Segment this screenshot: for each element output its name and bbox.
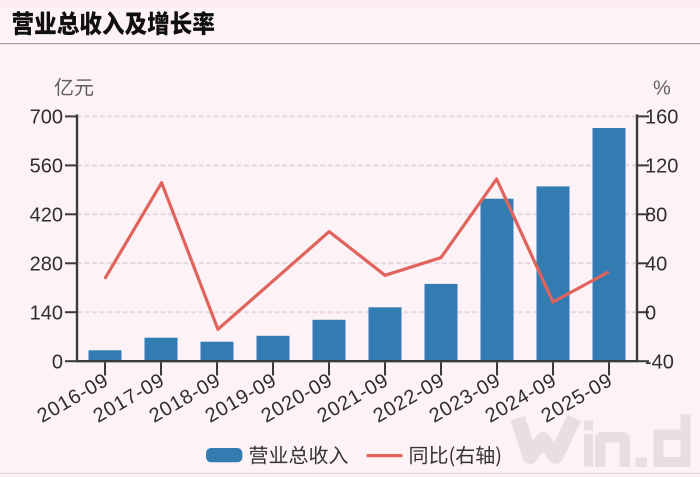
svg-text:160: 160 [645,107,678,129]
svg-text:40: 40 [645,254,667,276]
svg-text:140: 140 [30,302,63,324]
svg-text:80: 80 [645,205,667,227]
svg-text:-40: -40 [645,351,674,373]
svg-text:700: 700 [30,107,63,129]
svg-text:0: 0 [645,302,656,324]
svg-text:0: 0 [52,351,63,373]
svg-text:%: % [653,77,671,99]
svg-text:280: 280 [30,254,63,276]
svg-text:120: 120 [645,156,678,178]
svg-text:420: 420 [30,205,63,227]
svg-text:560: 560 [30,156,63,178]
